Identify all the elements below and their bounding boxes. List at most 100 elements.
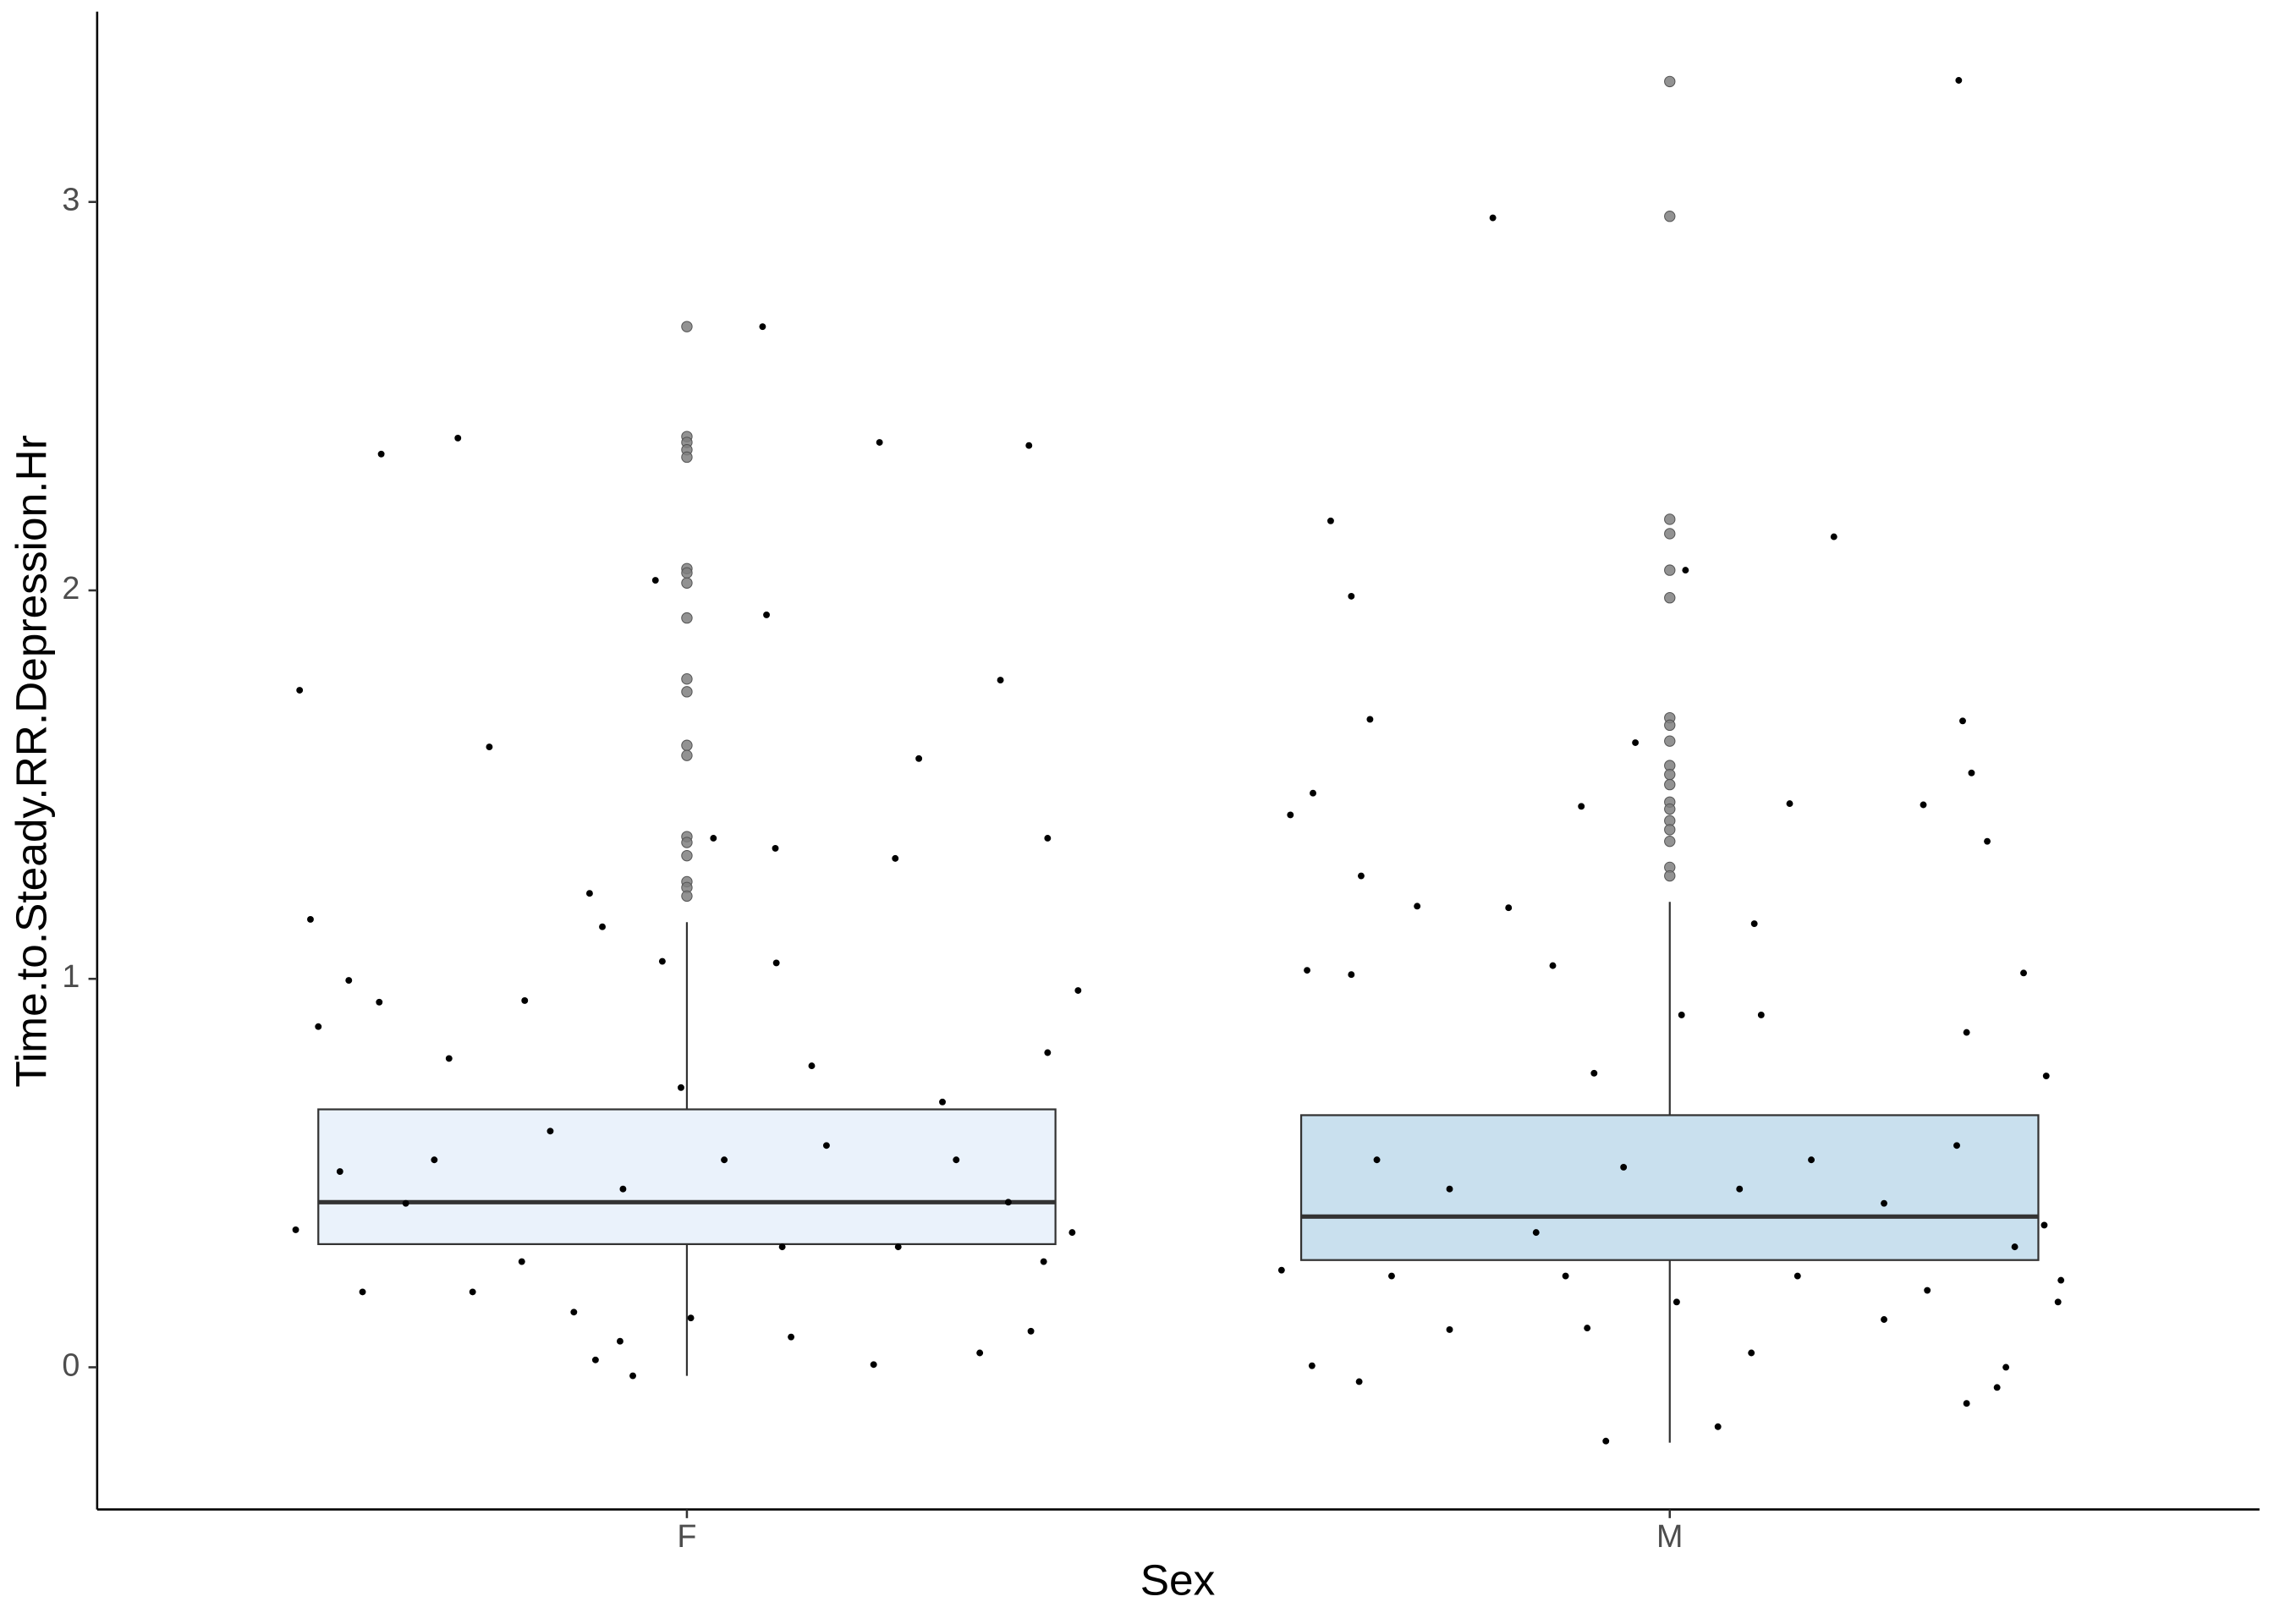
jitter-point: [721, 1156, 728, 1164]
jitter-point: [1955, 77, 1963, 84]
jitter-point: [953, 1156, 960, 1164]
jitter-point: [1414, 903, 1421, 910]
jitter-point: [915, 754, 923, 762]
x-axis-title: Sex: [1140, 1555, 1216, 1605]
x-tick-label: F: [677, 1518, 696, 1554]
jitter-point: [1682, 567, 1689, 574]
jitter-point: [1446, 1325, 1453, 1333]
jitter-point: [521, 997, 529, 1004]
jitter-point: [1590, 1069, 1598, 1077]
jitter-point: [2042, 1073, 2050, 1079]
jitter-point: [1963, 1400, 1970, 1407]
jitter-point: [1388, 1272, 1395, 1280]
jitter-point: [658, 957, 666, 965]
jitter-point: [778, 1243, 786, 1251]
jitter-point: [1549, 962, 1557, 969]
jitter-point: [651, 577, 659, 584]
jitter-point: [376, 998, 383, 1006]
jitter-point: [2057, 1276, 2065, 1284]
outlier: [681, 451, 693, 464]
jitter-point: [1358, 872, 1365, 880]
jitter-point: [1532, 1229, 1540, 1237]
outlier: [1664, 564, 1676, 576]
jitter-point: [1348, 592, 1355, 600]
jitter-point: [1881, 1316, 1887, 1323]
y-tick-label: 1: [62, 958, 80, 994]
jitter-point: [617, 1337, 623, 1345]
jitter-point: [359, 1288, 366, 1296]
jitter-point: [1673, 1298, 1680, 1306]
jitter-point: [1678, 1012, 1685, 1018]
box: [317, 1108, 1057, 1246]
jitter-point: [1366, 716, 1374, 723]
jitter-point: [585, 890, 593, 897]
jitter-point: [678, 1084, 684, 1091]
jitter-point: [345, 977, 353, 985]
jitter-point: [870, 1361, 877, 1369]
jitter-point: [2020, 969, 2027, 977]
jitter-point: [1373, 1156, 1381, 1164]
jitter-point: [939, 1098, 946, 1106]
outlier: [681, 673, 693, 685]
jitter-point: [629, 1372, 636, 1380]
outlier: [1664, 803, 1676, 815]
jitter-point: [1044, 835, 1052, 842]
jitter-point: [1004, 1199, 1012, 1206]
jitter-point: [518, 1258, 525, 1265]
jitter-point: [1984, 837, 1991, 845]
jitter-point: [1348, 971, 1355, 979]
jitter-point: [1355, 1378, 1363, 1385]
outlier: [1664, 592, 1676, 604]
y-tick-label: 2: [62, 570, 80, 606]
jitter-point: [1044, 1049, 1052, 1056]
jitter-point: [1287, 811, 1294, 819]
jitter-point: [1959, 717, 1966, 725]
jitter-point: [1074, 987, 1082, 994]
outlier: [681, 837, 693, 848]
jitter-point: [292, 1226, 299, 1233]
jitter-point: [892, 854, 899, 862]
y-tick-label: 3: [62, 182, 80, 217]
jitter-point: [1881, 1199, 1887, 1207]
jitter-point: [296, 687, 304, 694]
jitter-point: [1584, 1325, 1591, 1332]
jitter-point: [1578, 803, 1585, 810]
jitter-point: [772, 959, 780, 967]
jitter-point: [2011, 1243, 2019, 1251]
jitter-point: [469, 1288, 476, 1296]
jitter-point: [687, 1314, 695, 1322]
jitter-point: [808, 1062, 816, 1070]
jitter-point: [1830, 533, 1837, 540]
jitter-point: [788, 1333, 795, 1341]
jitter-point: [445, 1055, 453, 1062]
jitter-point: [1562, 1272, 1569, 1280]
jitter-point: [431, 1156, 438, 1164]
jitter-point: [997, 677, 1004, 684]
y-tick-label: 0: [62, 1347, 80, 1382]
jitter-point: [2054, 1298, 2062, 1306]
outlier: [1664, 768, 1676, 781]
jitter-point: [1748, 1349, 1755, 1357]
outlier: [1664, 719, 1676, 732]
outlier: [1664, 835, 1676, 848]
box: [1299, 1114, 2040, 1261]
jitter-point: [1602, 1437, 1610, 1445]
jitter-point: [876, 439, 883, 446]
outlier: [681, 739, 693, 751]
outlier: [681, 890, 693, 903]
outlier: [681, 321, 693, 332]
jitter-point: [1505, 904, 1513, 912]
jitter-point: [1963, 1029, 1970, 1036]
jitter-point: [377, 450, 385, 458]
outlier: [681, 686, 693, 698]
jitter-point: [619, 1185, 627, 1193]
jitter-point: [1304, 967, 1310, 974]
jitter-point: [336, 1168, 343, 1175]
outlier: [1664, 211, 1676, 222]
outlier: [681, 612, 693, 624]
outlier: [681, 567, 693, 579]
jitter-point: [710, 835, 717, 842]
